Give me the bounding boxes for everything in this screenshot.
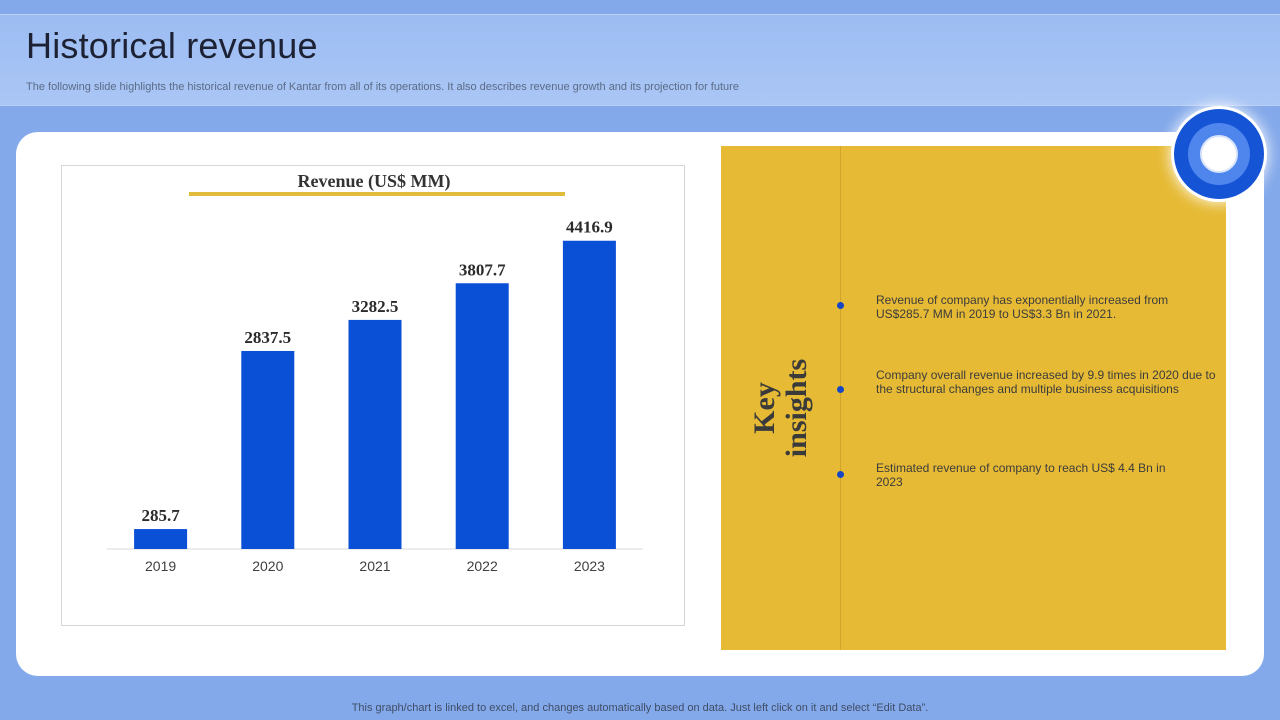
insight-item-2: Company overall revenue increased by 9.9…	[876, 368, 1216, 396]
insights-divider	[840, 146, 841, 650]
bullet-dot-icon	[837, 302, 844, 309]
page-subtitle: The following slide highlights the histo…	[26, 81, 739, 93]
x-tick-2021: 2021	[359, 558, 390, 574]
data-label-2022: 3807.7	[459, 260, 506, 279]
chart-svg: Revenue (US$ MM) 285.7 2019 2837.5 2020 3282.…	[107, 171, 643, 574]
bullet-dot-icon	[837, 386, 844, 393]
page-title: Historical revenue	[26, 25, 318, 66]
data-label-2023: 4416.9	[566, 218, 613, 237]
bar-2021	[348, 319, 402, 549]
key-insights-panel: Key insights Revenue of company has expo…	[721, 146, 1226, 650]
x-tick-2023: 2023	[574, 558, 605, 574]
footer-note: This graph/chart is linked to excel, and…	[351, 702, 929, 714]
chart-title-underline	[189, 192, 565, 196]
revenue-chart[interactable]: Revenue (US$ MM) 285.7 2019 2837.5 2020 3282.…	[61, 165, 685, 626]
data-label-2020: 2837.5	[244, 328, 291, 347]
insight-item-1: Revenue of company has exponentially inc…	[876, 293, 1169, 321]
chart-title: Revenue (US$ MM)	[298, 171, 451, 192]
x-tick-2022: 2022	[467, 558, 498, 574]
bar-2019	[134, 529, 188, 549]
data-label-2021: 3282.5	[352, 297, 399, 316]
bar-2022	[455, 283, 509, 549]
decorative-ring-icon	[1174, 109, 1264, 199]
data-label-2019: 285.7	[141, 506, 180, 525]
ring-center	[1200, 135, 1238, 173]
bar-2023	[562, 240, 616, 549]
x-tick-2020: 2020	[252, 558, 283, 574]
insights-title: Key insights	[748, 358, 813, 458]
bar-2020	[241, 350, 295, 549]
x-tick-2019: 2019	[145, 558, 176, 574]
bullet-dot-icon	[837, 471, 844, 478]
header-band: Historical revenue The following slide h…	[0, 14, 1280, 106]
insight-item-3: Estimated revenue of company to reach US…	[876, 461, 1166, 489]
